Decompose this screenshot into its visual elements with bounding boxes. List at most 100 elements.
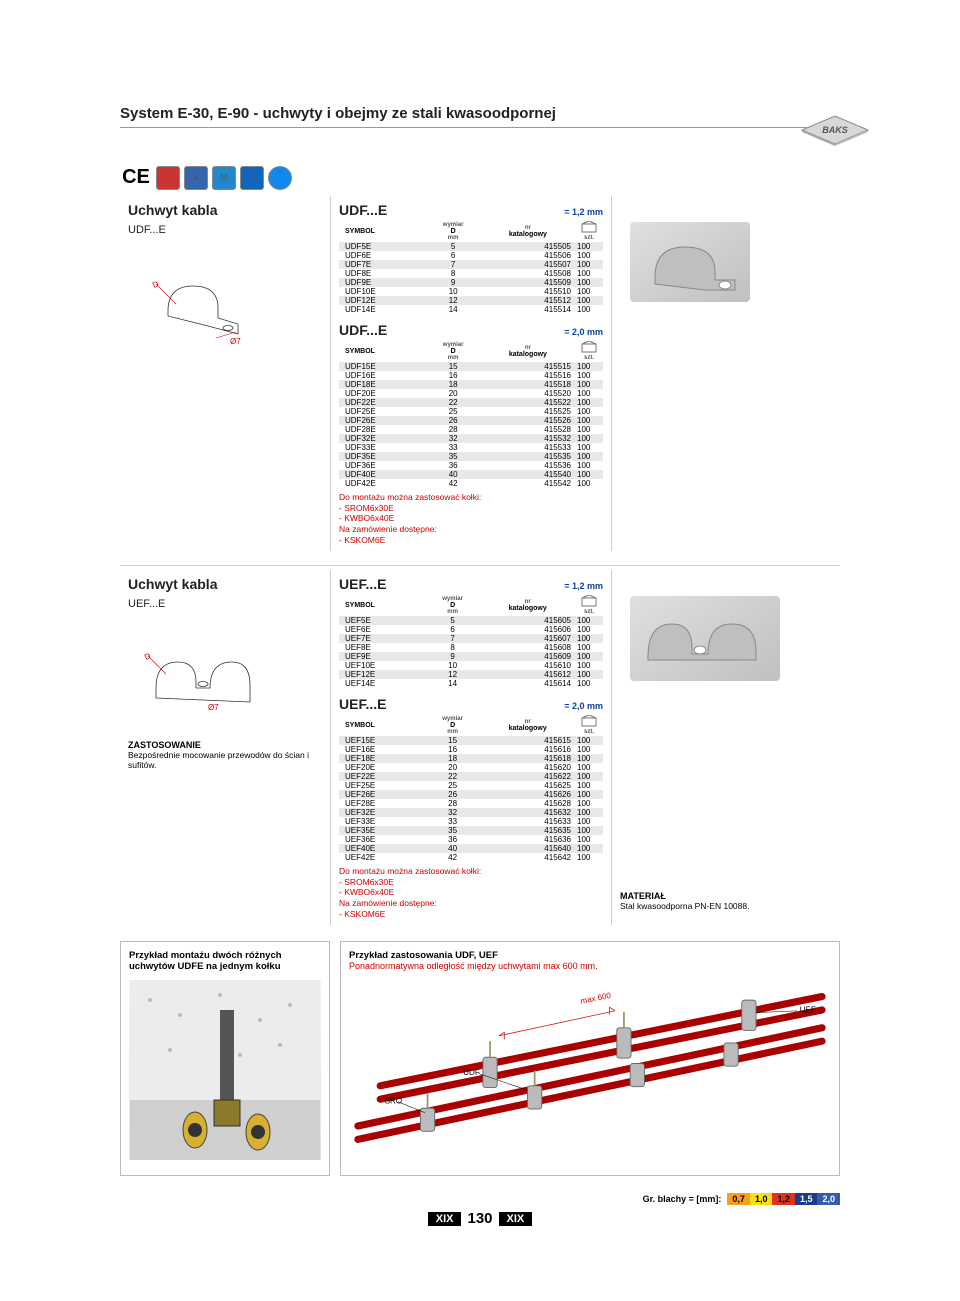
- thickness-label: = 1,2 mm: [564, 207, 603, 217]
- thickness-legend: Gr. blachy = [mm]: 0,71,01,21,52,0: [643, 1194, 840, 1204]
- table-row: UEF12E12415612100: [339, 670, 603, 679]
- table-row: UDF26E26415526100: [339, 416, 603, 425]
- table-row: UEF25E25415625100: [339, 781, 603, 790]
- table-row: UDF22E22415522100: [339, 398, 603, 407]
- product1-tables: UDF...E = 1,2 mm SYMBOL wymiarDmm nrkata…: [331, 196, 611, 551]
- table-row: UEF5E5415605100: [339, 616, 603, 625]
- product2-row: Uchwyt kabla UEF...E D Ø7 ZASTOSOWANIE: [120, 570, 840, 925]
- table-row: UEF42E42415642100: [339, 853, 603, 862]
- example-right-diagram: SRO UDF UEF max 600: [349, 971, 831, 1156]
- table-row: UDF32E32415532100: [339, 434, 603, 443]
- thickness-chip: 1,2: [772, 1193, 795, 1205]
- cert-icon: [268, 166, 292, 190]
- svg-text:UDF: UDF: [463, 1068, 480, 1077]
- thickness-chip: 2,0: [817, 1193, 840, 1205]
- table-row: UEF14E14415614100: [339, 679, 603, 688]
- product2-notes: Do montażu można zastosować kołki: - SRO…: [339, 866, 603, 919]
- footer: Gr. blachy = [mm]: 0,71,01,21,52,0: [120, 1194, 840, 1204]
- table-row: UEF26E26415626100: [339, 790, 603, 799]
- example-left-image: [129, 980, 321, 1160]
- table-row: UDF9E9415509100: [339, 278, 603, 287]
- title-rule: [120, 127, 840, 128]
- cert-icon: I: [240, 166, 264, 190]
- product2-tables: UEF...E = 1,2 mm SYMBOL wymiarDmm nrkata…: [331, 570, 611, 925]
- package-icon: [581, 341, 597, 353]
- table-title: UDF...E: [339, 202, 387, 218]
- page-number: XIX 130 XIX: [40, 1210, 920, 1227]
- brand-logo: BAKS: [800, 112, 870, 147]
- ce-mark-icon: CE: [120, 166, 152, 190]
- product1-code: UDF...E: [128, 224, 322, 236]
- table-row: UEF35E35415635100: [339, 826, 603, 835]
- thickness-label: = 2,0 mm: [564, 701, 603, 711]
- table-row: UEF32E32415632100: [339, 808, 603, 817]
- table-row: UDF14E14415514100: [339, 305, 603, 314]
- table-row: UDF7E7415507100: [339, 260, 603, 269]
- svg-text:Ø7: Ø7: [230, 337, 241, 346]
- zastosowanie: ZASTOSOWANIE Bezpośrednie mocowanie prze…: [128, 740, 322, 770]
- svg-text:Ø7: Ø7: [208, 703, 219, 712]
- table-title: UEF...E: [339, 696, 386, 712]
- table-row: UEF18E18415618100: [339, 754, 603, 763]
- table-row: UEF22E22415622100: [339, 772, 603, 781]
- product2-line-drawing: D Ø7: [138, 630, 268, 720]
- cert-icon: ▲: [184, 166, 208, 190]
- table-title: UDF...E: [339, 322, 387, 338]
- table-row: UDF35E35415535100: [339, 452, 603, 461]
- table-row: UEF8E8415608100: [339, 643, 603, 652]
- table-row: UDF10E10415510100: [339, 287, 603, 296]
- table-row: UDF25E25415525100: [339, 407, 603, 416]
- thickness-chip: 1,0: [750, 1193, 773, 1205]
- spec-table: SYMBOL wymiarDmm nrkatalogowy szt. UEF15…: [339, 714, 603, 862]
- table-row: UEF16E16415616100: [339, 745, 603, 754]
- table-row: UEF33E33415633100: [339, 817, 603, 826]
- table-row: UDF15E15415515100: [339, 362, 603, 371]
- svg-text:max 600: max 600: [580, 991, 612, 1006]
- table-row: UDF16E16415516100: [339, 371, 603, 380]
- svg-text:D: D: [143, 651, 152, 662]
- thickness-chip: 1,5: [795, 1193, 818, 1205]
- example-right: Przykład zastosowania UDF, UEF Ponadnorm…: [340, 941, 840, 1176]
- example-row: Przykład montażu dwóch różnych uchwytów …: [120, 941, 840, 1176]
- thickness-chip: 0,7: [727, 1193, 750, 1205]
- thickness-label: = 2,0 mm: [564, 327, 603, 337]
- table-row: UEF10E10415610100: [339, 661, 603, 670]
- spec-table: SYMBOL wymiarDmm nrkatalogowy szt. UEF5E…: [339, 594, 603, 688]
- product1-title: Uchwyt kabla: [128, 202, 322, 218]
- svg-text:SRO: SRO: [385, 1097, 402, 1106]
- table-row: UDF20E20415520100: [339, 389, 603, 398]
- product2-title: Uchwyt kabla: [128, 576, 322, 592]
- example-left: Przykład montażu dwóch różnych uchwytów …: [120, 941, 330, 1176]
- table-row: UDF18E18415518100: [339, 380, 603, 389]
- table-row: UEF40E40415640100: [339, 844, 603, 853]
- table-row: UEF28E28415628100: [339, 799, 603, 808]
- table-row: UEF6E6415606100: [339, 625, 603, 634]
- table-row: UEF9E9415609100: [339, 652, 603, 661]
- table-row: UDF12E12415512100: [339, 296, 603, 305]
- table-row: UDF28E28415528100: [339, 425, 603, 434]
- package-icon: [581, 221, 597, 233]
- table-row: UEF7E7415607100: [339, 634, 603, 643]
- cert-icon: [156, 166, 180, 190]
- svg-text:D: D: [151, 279, 160, 290]
- table-title: UEF...E: [339, 576, 386, 592]
- cert-icon: M: [212, 166, 236, 190]
- table-row: UDF8E8415508100: [339, 269, 603, 278]
- product1-line-drawing: D Ø7: [138, 256, 268, 346]
- product2-photo: [630, 596, 780, 681]
- product1-row: Uchwyt kabla UDF...E D Ø7 UDF...E = 1,2 …: [120, 196, 840, 551]
- svg-text:BAKS: BAKS: [822, 125, 848, 135]
- package-icon: [581, 715, 597, 727]
- product1-notes: Do montażu można zastosować kołki: - SRO…: [339, 492, 603, 545]
- product2-code: UEF...E: [128, 598, 322, 610]
- table-row: UDF33E33415533100: [339, 443, 603, 452]
- table-row: UDF5E5415505100: [339, 242, 603, 251]
- table-row: UDF40E40415540100: [339, 470, 603, 479]
- table-row: UEF36E36415636100: [339, 835, 603, 844]
- product1-photo: [630, 222, 750, 302]
- table-row: UDF36E36415536100: [339, 461, 603, 470]
- spec-table: SYMBOL wymiarDmm nrkatalogowy szt. UDF5E…: [339, 220, 603, 314]
- table-row: UEF20E20415620100: [339, 763, 603, 772]
- svg-text:UEF: UEF: [800, 1006, 816, 1015]
- spec-table: SYMBOL wymiarDmm nrkatalogowy szt. UDF15…: [339, 340, 603, 488]
